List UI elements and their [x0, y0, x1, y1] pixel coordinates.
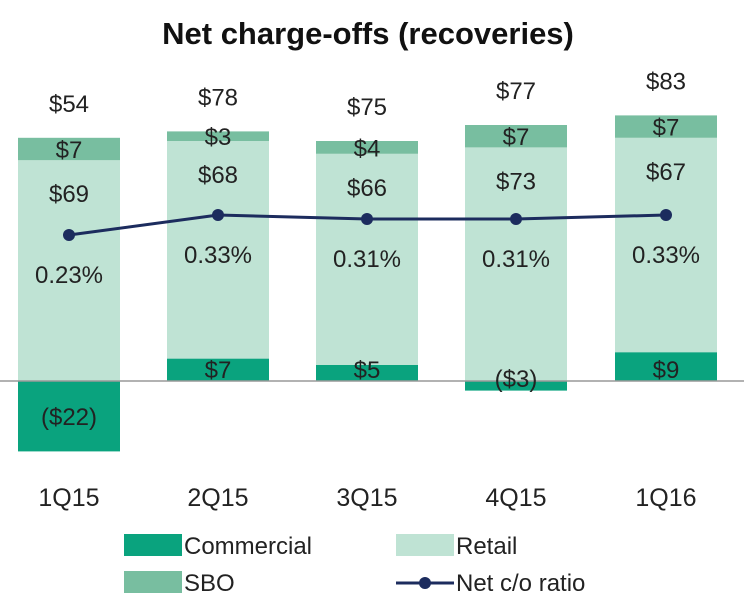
- category-label-1q16: 1Q16: [635, 484, 696, 512]
- label-total-3q15: $75: [347, 94, 387, 121]
- ratio-label-3q15: 0.31%: [333, 246, 401, 273]
- bar-retail-3q15: [316, 153, 418, 365]
- ratio-point-2q15: [212, 209, 224, 221]
- bar-sbo-4q15: [465, 125, 567, 148]
- legend-label-sbo: SBO: [184, 570, 235, 597]
- category-label-4q15: 4Q15: [485, 484, 546, 512]
- label-total-4q15: $77: [496, 78, 536, 105]
- category-label-1q15: 1Q15: [38, 484, 99, 512]
- bar-commercial-1q16: [615, 352, 717, 381]
- label-retail-1q16: $67: [646, 159, 686, 186]
- label-sbo-1q16: $7: [653, 115, 680, 142]
- bars-group: [18, 115, 717, 452]
- legend-swatch-commercial: [124, 534, 182, 556]
- label-retail-2q15: $68: [198, 162, 238, 189]
- legend-swatch-sbo: [124, 571, 182, 593]
- chart-title: Net charge-offs (recoveries): [162, 16, 574, 51]
- bar-sbo-3q15: [316, 141, 418, 154]
- ratio-label-2q15: 0.33%: [184, 242, 252, 269]
- bar-sbo-2q15: [167, 131, 269, 141]
- ratio-point-1q15: [63, 229, 75, 241]
- ratio-line-group: [63, 209, 672, 241]
- label-commercial-1q15: ($22): [41, 404, 97, 431]
- legend-label-retail: Retail: [456, 533, 517, 560]
- ratio-point-4q15: [510, 213, 522, 225]
- bar-commercial-3q15: [316, 365, 418, 381]
- ratio-label-4q15: 0.31%: [482, 246, 550, 273]
- category-axis: 1Q15 2Q15 3Q15 4Q15 1Q16: [38, 484, 696, 512]
- bar-commercial-2q15: [167, 358, 269, 381]
- legend-label-net-c-o-ratio: Net c/o ratio: [456, 570, 585, 597]
- label-retail-4q15: $73: [496, 168, 536, 195]
- bar-retail-2q15: [167, 141, 269, 359]
- bar-sbo-1q16: [615, 115, 717, 138]
- legend: Commercial Retail SBO Net c/o ratio: [124, 533, 585, 597]
- ratio-label-1q16: 0.33%: [632, 242, 700, 269]
- label-commercial-4q15: ($3): [495, 366, 538, 393]
- label-sbo-2q15: $3: [205, 124, 232, 151]
- label-sbo-3q15: $4: [354, 135, 381, 162]
- legend-marker-net-c-o-ratio: [419, 577, 431, 589]
- label-total-1q16: $83: [646, 68, 686, 95]
- bar-sbo-1q15: [18, 137, 120, 161]
- bar-retail-1q15: [18, 160, 120, 381]
- bar-commercial-4q15: [465, 381, 567, 391]
- bar-commercial-1q15: [18, 381, 120, 452]
- label-commercial-2q15: $7: [205, 357, 232, 384]
- bar-retail-4q15: [465, 147, 567, 381]
- label-sbo-1q15: $7: [56, 137, 83, 164]
- category-label-3q15: 3Q15: [336, 484, 397, 512]
- ratio-point-1q16: [660, 209, 672, 221]
- data-labels-group: ($22) $69 $7 $54 $7 $68 $3 $78 $5 $66 $4 $75 ($3) $73…: [35, 68, 700, 431]
- legend-swatch-retail: [396, 534, 454, 556]
- ratio-label-1q15: 0.23%: [35, 262, 103, 289]
- label-retail-3q15: $66: [347, 175, 387, 202]
- label-total-1q15: $54: [49, 91, 89, 118]
- legend-label-commercial: Commercial: [184, 533, 312, 560]
- label-commercial-3q15: $5: [354, 357, 381, 384]
- label-total-2q15: $78: [198, 84, 238, 111]
- category-label-2q15: 2Q15: [187, 484, 248, 512]
- ratio-point-3q15: [361, 213, 373, 225]
- label-retail-1q15: $69: [49, 181, 89, 208]
- bar-retail-1q16: [615, 137, 717, 353]
- label-commercial-1q16: $9: [653, 357, 680, 384]
- label-sbo-4q15: $7: [503, 124, 530, 151]
